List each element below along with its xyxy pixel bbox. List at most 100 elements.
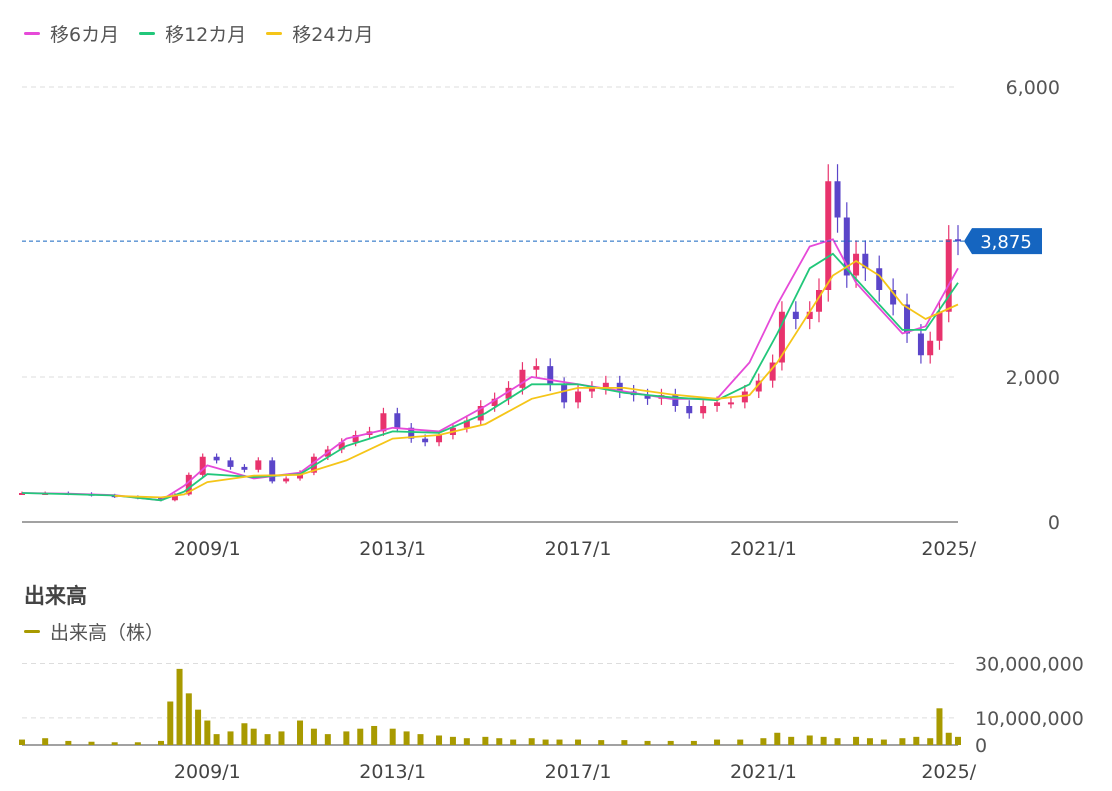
volume-bar bbox=[417, 734, 424, 745]
x-tick-label: 2013/1 bbox=[359, 538, 426, 560]
candle-body bbox=[213, 456, 220, 461]
candle-body bbox=[519, 369, 526, 388]
moving-average-line bbox=[21, 238, 959, 502]
x-tick-label: 2025/ bbox=[921, 538, 976, 560]
candle-body bbox=[769, 362, 776, 381]
candle-body bbox=[269, 460, 276, 482]
candle-body bbox=[945, 239, 952, 312]
volume-legend: 出来高（株） bbox=[24, 618, 184, 645]
legend-label-ma24: 移24カ月 bbox=[292, 24, 374, 46]
volume-bar bbox=[834, 738, 841, 745]
volume-bar bbox=[250, 728, 257, 745]
current-price-label: 3,875 bbox=[980, 232, 1032, 253]
volume-bar bbox=[297, 720, 304, 745]
candle-body bbox=[602, 382, 609, 388]
volume-bar bbox=[945, 732, 952, 745]
volume-bar bbox=[213, 734, 220, 745]
volume-bar bbox=[644, 740, 651, 745]
volume-bar bbox=[42, 738, 49, 745]
candle-body bbox=[917, 333, 924, 356]
volume-section-title: 出来高 bbox=[24, 584, 87, 608]
volume-bar bbox=[389, 728, 396, 745]
candle-body bbox=[338, 442, 345, 450]
volume-bar bbox=[621, 740, 628, 745]
volume-bar bbox=[185, 693, 192, 745]
legend-item-ma6[interactable]: 移6カ月 bbox=[24, 20, 119, 47]
volume-bar bbox=[134, 742, 141, 745]
volume-bar bbox=[449, 736, 456, 745]
candle-body bbox=[463, 420, 470, 428]
legend-item-ma12[interactable]: 移12カ月 bbox=[139, 20, 246, 47]
x-tick-label: 2025/ bbox=[921, 761, 976, 783]
x-tick-label: 2009/1 bbox=[174, 538, 241, 560]
candle-body bbox=[352, 435, 359, 443]
volume-bar bbox=[853, 736, 860, 745]
candle-body bbox=[171, 494, 178, 501]
candle-body bbox=[843, 217, 850, 276]
candle-body bbox=[255, 460, 262, 470]
volume-bar bbox=[866, 738, 873, 745]
candle-body bbox=[644, 395, 651, 399]
volume-bar bbox=[714, 739, 721, 745]
volume-bar bbox=[806, 735, 813, 745]
y-tick-label: 10,000,000 bbox=[975, 708, 1084, 730]
moving-average-line bbox=[114, 259, 959, 499]
candle-body bbox=[158, 498, 165, 501]
candle-body bbox=[686, 406, 693, 414]
volume-bar bbox=[111, 742, 118, 745]
volume-bar bbox=[357, 728, 364, 745]
y-tick-label: 30,000,000 bbox=[975, 653, 1084, 675]
volume-bar bbox=[737, 739, 744, 745]
x-tick-label: 2021/1 bbox=[730, 761, 797, 783]
volume-bar bbox=[556, 739, 563, 745]
volume-bar bbox=[774, 732, 781, 745]
candle-body bbox=[227, 460, 234, 467]
volume-bar bbox=[542, 739, 549, 745]
ma6-swatch bbox=[24, 32, 40, 35]
x-tick-label: 2009/1 bbox=[174, 761, 241, 783]
volume-swatch bbox=[24, 630, 40, 633]
legend-item-ma24[interactable]: 移24カ月 bbox=[266, 20, 373, 47]
volume-bar bbox=[19, 739, 25, 745]
candle-body bbox=[477, 406, 484, 421]
candle-body bbox=[185, 474, 192, 495]
candle-body bbox=[422, 438, 429, 443]
volume-bar bbox=[264, 734, 271, 745]
candle-body bbox=[283, 478, 290, 482]
volume-bar bbox=[496, 738, 503, 745]
volume-bar bbox=[343, 731, 350, 745]
volume-bar bbox=[760, 738, 767, 745]
candle-body bbox=[199, 456, 206, 475]
volume-bar bbox=[575, 739, 582, 745]
volume-bar bbox=[65, 740, 72, 745]
volume-bar bbox=[371, 725, 378, 745]
candle-body bbox=[436, 435, 443, 443]
legend-label-volume: 出来高（株） bbox=[50, 622, 165, 644]
legend-item-volume[interactable]: 出来高（株） bbox=[24, 618, 164, 645]
volume-bar bbox=[913, 736, 920, 745]
volume-chart: 30,000,000 10,000,000 0 2009/1 2013/1 2017/1 2… bbox=[19, 653, 1084, 783]
candle-body bbox=[876, 268, 883, 290]
volume-bar bbox=[955, 736, 961, 745]
y-tick-label: 2,000 bbox=[1006, 367, 1060, 389]
volume-bar bbox=[436, 735, 443, 745]
candle-body bbox=[825, 181, 832, 290]
candle-body bbox=[778, 311, 785, 363]
candle-body bbox=[19, 493, 25, 495]
candle-body bbox=[815, 290, 822, 312]
y-tick-label: 0 bbox=[975, 735, 987, 757]
volume-bar bbox=[278, 731, 285, 745]
volume-bar bbox=[158, 740, 165, 745]
y-tick-label: 6,000 bbox=[1006, 77, 1060, 99]
volume-bar bbox=[899, 738, 906, 745]
candle-body bbox=[927, 340, 934, 356]
candle-body bbox=[575, 391, 582, 403]
volume-bar bbox=[227, 731, 234, 745]
candle-body bbox=[561, 384, 568, 403]
volume-bar bbox=[482, 736, 489, 745]
volume-bar bbox=[528, 738, 535, 745]
candle-body bbox=[741, 391, 748, 403]
volume-bar bbox=[598, 740, 605, 745]
candle-body bbox=[834, 181, 841, 218]
volume-bar bbox=[667, 740, 674, 745]
